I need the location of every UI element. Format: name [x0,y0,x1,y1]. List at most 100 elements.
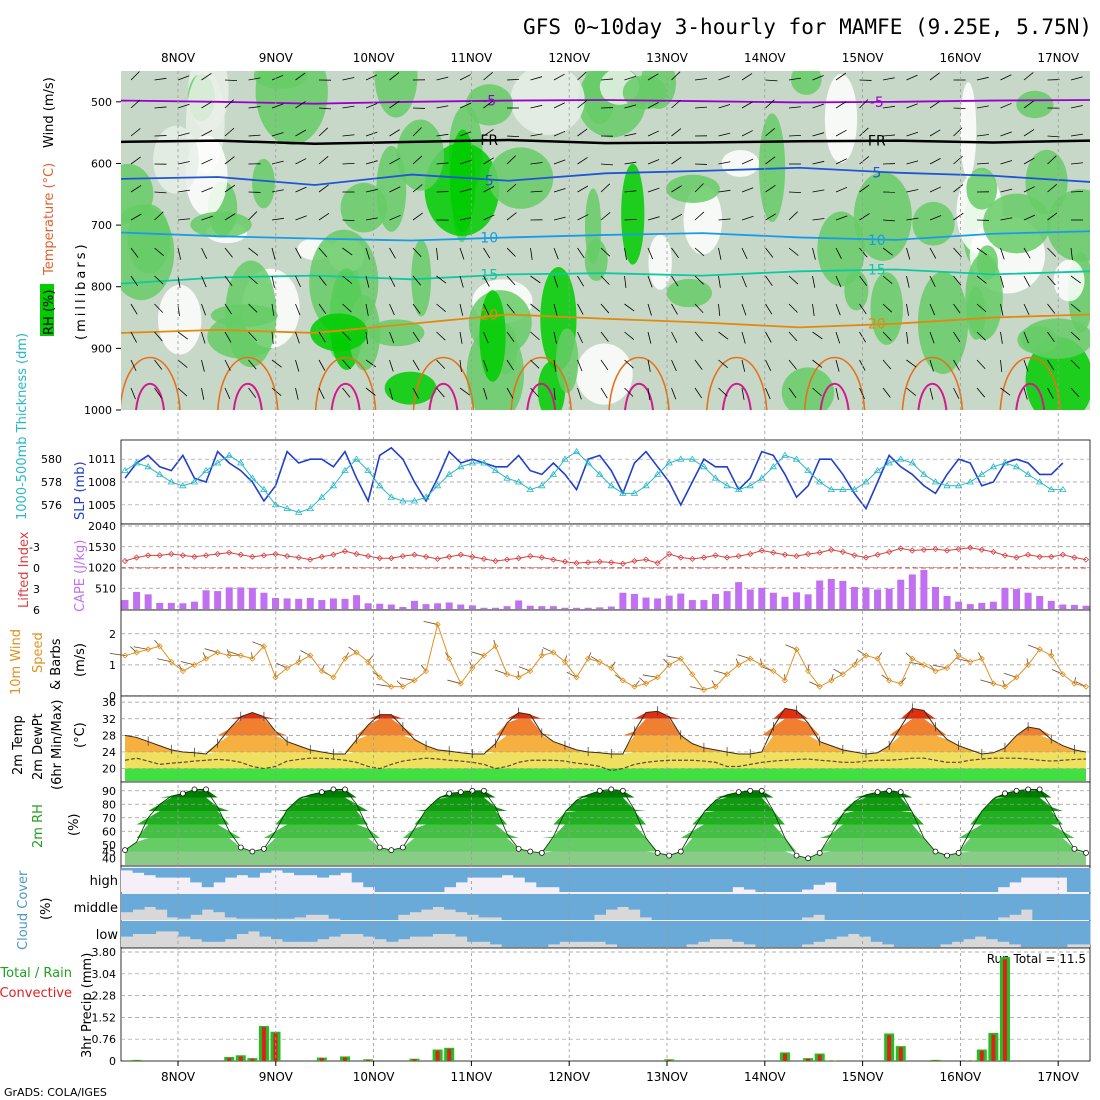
li-marker [272,550,279,558]
cloud-bar [190,868,203,883]
cape-bar [931,587,939,609]
wind-barb [177,132,190,137]
precip-tick-label: 1.52 [92,1011,117,1024]
wind-barb [365,74,378,81]
li-marker [978,546,985,553]
wind-speed-marker [1036,646,1043,653]
top-date-label: 14NOV [744,51,786,65]
cloud-bar [893,921,906,947]
thickness-marker [526,485,534,492]
wind-speed-marker [1013,674,1020,681]
cloud-bar [974,894,987,920]
wind-barb [271,303,275,316]
li-marker [816,549,823,556]
wind-barb [553,331,557,344]
rh-marker [330,786,337,793]
wind-barb [506,78,520,81]
pressure-axis: 500 600 700 800 900 1000 [84,96,121,417]
wind-barb [624,359,634,369]
cloud-bar [963,868,976,892]
wind-barb [1000,387,1011,396]
wind-barb [506,247,516,257]
rh-patch [781,367,835,410]
rh-patch [255,71,328,146]
cloud-bar [801,868,814,890]
thickness-marker [329,482,338,489]
cloud-bar [570,894,583,920]
cloud-bar [340,894,353,920]
rh-patch [384,371,437,405]
cloud-bar [836,868,849,892]
wind-barb [1023,275,1030,287]
cape-bar [665,595,673,609]
wind-barb [201,215,213,221]
wind-barb [365,247,370,260]
rh-marker [747,787,754,794]
wind-barb [624,133,637,137]
thickness-marker [688,455,697,462]
wind-barb [530,76,543,81]
wind-speed-marker [504,671,511,678]
cloud-bar [374,921,387,940]
cloud-bar [432,921,445,934]
surface-wind-barb [226,649,230,656]
thickness-marker [294,508,303,515]
li-marker [504,556,511,563]
wind-barb [694,211,705,221]
li-marker [457,551,464,558]
rh-legend-swatch [40,284,54,336]
wind-speed-marker [284,664,291,672]
cape-bar [167,602,175,609]
thickness-marker [491,466,500,473]
thickness-marker [711,474,720,481]
cloud-bar [870,868,883,892]
wind-barb [1000,359,1003,372]
wind-barb [1070,190,1084,193]
wind-barb [224,184,236,193]
cloud-bar [201,894,214,910]
wind-barb [177,75,190,81]
precip-convective-bar [933,1060,938,1061]
wind-barb [859,387,865,400]
pressure-tick-label: 600 [91,157,112,170]
li-tick-label: 6 [33,604,40,617]
cloud-bar [1055,921,1068,947]
wind-barb [389,359,394,372]
wind-barb [1047,331,1055,343]
rh-marker [677,848,684,855]
rh-tick-label: 45 [102,846,116,859]
cloud-bar [605,868,618,892]
wind-barb [765,359,772,371]
cloud-bar [697,894,710,920]
cape-bar [434,603,442,609]
cloud-bar [282,894,295,919]
wind-barb [201,187,213,193]
ms-label: (m/s) [73,643,88,677]
rh-marker [944,852,950,859]
cloud-bar [697,921,710,942]
top-date-label: 16NOV [940,51,982,65]
top-date-label: 15NOV [842,51,884,65]
cape-bar [561,607,569,609]
surface-wind-barb [321,664,325,672]
wind-barb [859,184,870,193]
wind-barb [1047,183,1057,193]
thickness-marker [1024,470,1032,477]
wind-barb [647,331,652,344]
wind-barb [154,211,164,221]
surface-wind-barb [493,639,496,647]
speed-label: Speed [31,632,46,673]
wind-barb [459,331,463,344]
surface-wind-barb [367,655,374,663]
rh-marker [446,790,453,797]
rh-patch [1021,318,1090,359]
wind-barb [694,359,703,370]
surface-wind-barb [978,652,983,659]
wind-speed-marker [839,671,846,678]
wind-speed-marker [677,655,684,662]
wind-speed-marker [191,661,198,668]
thickness-marker [144,463,152,470]
rh-marker [932,848,939,855]
precip-convective-bar [261,1027,266,1061]
wind-barb [835,275,842,288]
